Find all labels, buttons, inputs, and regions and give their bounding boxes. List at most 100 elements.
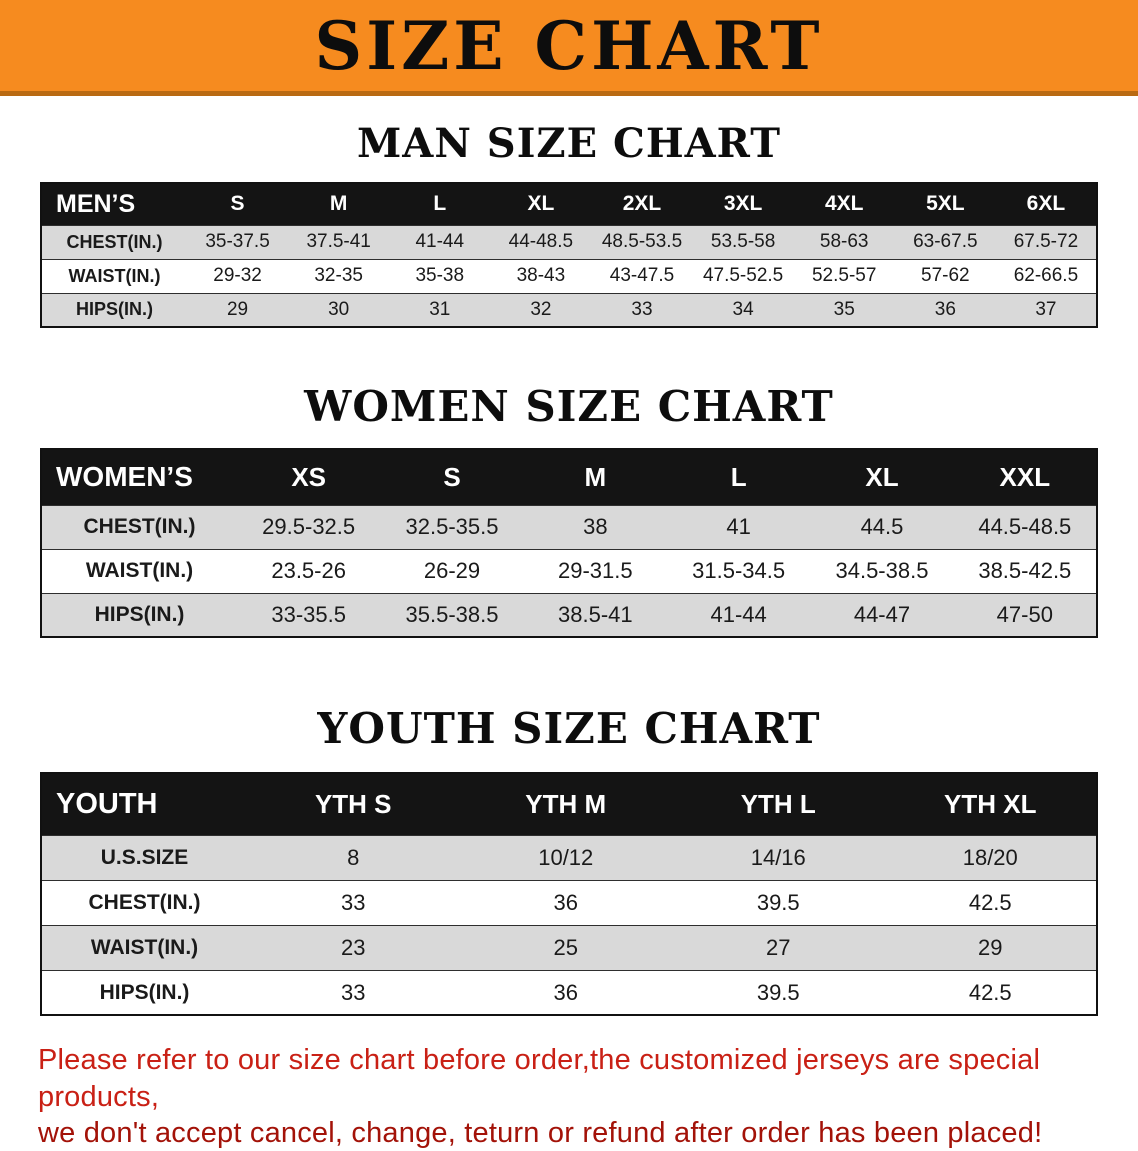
- size-header-cell: S: [380, 449, 524, 506]
- size-header-cell: M: [523, 449, 667, 506]
- measurement-value-cell: 18/20: [962, 844, 1018, 870]
- table-row: HIPS(IN.) 33-35.5 35.5-38.5 38.5-41 41-44 44-…: [41, 593, 1097, 638]
- measurement-value-cell: 39.5: [756, 889, 800, 915]
- size-header-cell: XS: [237, 449, 381, 506]
- women-size-chart-heading: WOMEN SIZE CHART: [304, 382, 834, 431]
- row-label-cell: WAIST(IN.): [85, 559, 194, 583]
- measurement-value-cell: 31: [429, 298, 451, 320]
- size-header-cell: L: [389, 183, 491, 225]
- size-header-cell: YTH S: [247, 773, 460, 836]
- size-header-cell: XL: [810, 449, 954, 506]
- measurement-value-cell: 43-47.5: [609, 265, 675, 286]
- order-disclaimer: Please refer to our size chart before or…: [38, 1042, 1100, 1151]
- row-label-cell: WAIST(IN.): [68, 265, 161, 286]
- measurement-value-cell: 36: [934, 298, 956, 320]
- measurement-value-cell: 44-47: [853, 601, 911, 627]
- table-row: HIPS(IN.) 29 30 31 32 33 34 35 36 37: [41, 293, 1097, 327]
- measurement-value-cell: 62-66.5: [1013, 265, 1079, 286]
- row-label-cell: HIPS(IN.): [99, 980, 190, 1004]
- measurement-value-cell: 29.5-32.5: [262, 514, 356, 540]
- table-title-cell: MEN’S: [41, 183, 187, 225]
- women-size-table: WOMEN’S XS S M L XL XXL CHEST(IN.) 29.5-32.5 32.5…: [40, 448, 1098, 639]
- row-label-cell: HIPS(IN.): [94, 602, 185, 626]
- measurement-value-cell: 29: [226, 298, 249, 320]
- measurement-value-cell: 23: [341, 934, 366, 960]
- measurement-value-cell: 38-43: [516, 265, 566, 286]
- measurement-value-cell: 25: [553, 934, 578, 960]
- measurement-value-cell: 37: [1035, 298, 1057, 320]
- youth-size-section: YOUTH SIZE CHART YOUTH YTH S YTH M YTH L YTH…: [0, 704, 1138, 1017]
- table-row: WAIST(IN.) 23.5-26 26-29 29-31.5 31.5-34.5 34…: [41, 549, 1097, 594]
- measurement-value-cell: 29: [978, 934, 1003, 960]
- measurement-value-cell: 33: [341, 979, 366, 1005]
- measurement-value-cell: 42.5: [968, 889, 1012, 915]
- table-row: CHEST(IN.) 29.5-32.5 32.5-35.5 38 41 44.5 44.5…: [41, 505, 1097, 550]
- measurement-value-cell: 47.5-52.5: [702, 265, 784, 286]
- size-header-cell: YTH L: [672, 773, 885, 836]
- table-row: HIPS(IN.) 33 36 39.5 42.5: [41, 970, 1097, 1016]
- measurement-value-cell: 53.5-58: [710, 231, 776, 252]
- table-row: CHEST(IN.) 35-37.5 37.5-41 41-44 44-48.5 48.5…: [41, 225, 1097, 259]
- men-size-table: MEN’S S M L XL 2XL 3XL 4XL 5XL 6XL CHEST(IN.) 35-37…: [40, 182, 1098, 328]
- table-row: WAIST(IN.) 23 25 27 29: [41, 925, 1097, 971]
- measurement-value-cell: 36: [553, 979, 578, 1005]
- measurement-value-cell: 67.5-72: [1013, 231, 1079, 252]
- row-label-cell: CHEST(IN.): [66, 231, 163, 252]
- size-header-cell: YTH M: [459, 773, 672, 836]
- size-header-cell: S: [187, 183, 289, 225]
- measurement-value-cell: 32-35: [314, 265, 363, 286]
- row-label-cell: U.S.SIZE: [100, 845, 189, 869]
- measurement-value-cell: 41-44: [710, 601, 767, 627]
- measurement-value-cell: 34: [732, 298, 754, 320]
- measurement-value-cell: 39.5: [756, 979, 800, 1005]
- measurement-value-cell: 29-32: [213, 265, 262, 286]
- women-size-section: WOMEN SIZE CHART WOMEN’S XS S M L XL XXL CHEST(…: [0, 382, 1138, 639]
- measurement-value-cell: 32.5-35.5: [405, 514, 499, 540]
- measurement-value-cell: 47-50: [996, 601, 1053, 627]
- size-header-cell: 4XL: [793, 183, 895, 225]
- measurement-value-cell: 32: [530, 298, 552, 320]
- measurement-value-cell: 41: [726, 514, 751, 540]
- measurement-value-cell: 44.5: [860, 514, 904, 540]
- measurement-value-cell: 58-63: [819, 231, 869, 252]
- table-row: WAIST(IN.) 29-32 32-35 35-38 38-43 43-47.5 47.…: [41, 259, 1097, 293]
- measurement-value-cell: 35-38: [415, 265, 465, 286]
- measurement-value-cell: 35-37.5: [205, 231, 270, 252]
- size-header-cell: YTH XL: [884, 773, 1097, 836]
- row-label-cell: CHEST(IN.): [88, 890, 201, 914]
- measurement-value-cell: 14/16: [750, 844, 806, 870]
- size-chart-banner: SIZE CHART: [0, 0, 1138, 96]
- table-row: CHEST(IN.) 33 36 39.5 42.5: [41, 880, 1097, 926]
- measurement-value-cell: 31.5-34.5: [692, 558, 786, 584]
- measurement-value-cell: 37.5-41: [306, 231, 371, 252]
- row-label-cell: HIPS(IN.): [75, 299, 153, 320]
- row-label-cell: WAIST(IN.): [90, 935, 199, 959]
- size-header-cell: 3XL: [692, 183, 794, 225]
- measurement-value-cell: 38.5-42.5: [978, 558, 1072, 584]
- table-row: U.S.SIZE 8 10/12 14/16 18/20: [41, 835, 1097, 881]
- youth-size-chart-heading: YOUTH SIZE CHART: [317, 704, 821, 754]
- row-label-cell: CHEST(IN.): [83, 515, 196, 539]
- size-header-cell: XXL: [953, 449, 1097, 506]
- banner-title: SIZE CHART: [314, 6, 824, 85]
- measurement-value-cell: 35.5-38.5: [405, 601, 499, 627]
- measurement-value-cell: 57-62: [921, 265, 970, 286]
- table-title-cell: WOMEN’S: [41, 449, 237, 506]
- table-header-row: YOUTH YTH S YTH M YTH L YTH XL: [41, 773, 1097, 836]
- table-header-row: MEN’S S M L XL 2XL 3XL 4XL 5XL 6XL: [41, 183, 1097, 225]
- size-header-cell: XL: [490, 183, 592, 225]
- measurement-value-cell: 38: [583, 514, 608, 540]
- measurement-value-cell: 63-67.5: [913, 231, 978, 252]
- measurement-value-cell: 52.5-57: [811, 265, 877, 286]
- measurement-value-cell: 44-48.5: [508, 231, 574, 252]
- measurement-value-cell: 8: [347, 844, 360, 870]
- measurement-value-cell: 30: [328, 298, 350, 320]
- size-header-cell: M: [288, 183, 390, 225]
- measurement-value-cell: 27: [766, 934, 791, 960]
- measurement-value-cell: 29-31.5: [558, 558, 633, 584]
- youth-size-table: YOUTH YTH S YTH M YTH L YTH XL U.S.SIZE 8 10/12…: [40, 772, 1098, 1017]
- measurement-value-cell: 38.5-41: [558, 601, 633, 627]
- disclaimer-line-2: we don't accept cancel, change, teturn o…: [38, 1116, 1043, 1149]
- size-header-cell: L: [666, 449, 811, 506]
- table-header-row: WOMEN’S XS S M L XL XXL: [41, 449, 1097, 506]
